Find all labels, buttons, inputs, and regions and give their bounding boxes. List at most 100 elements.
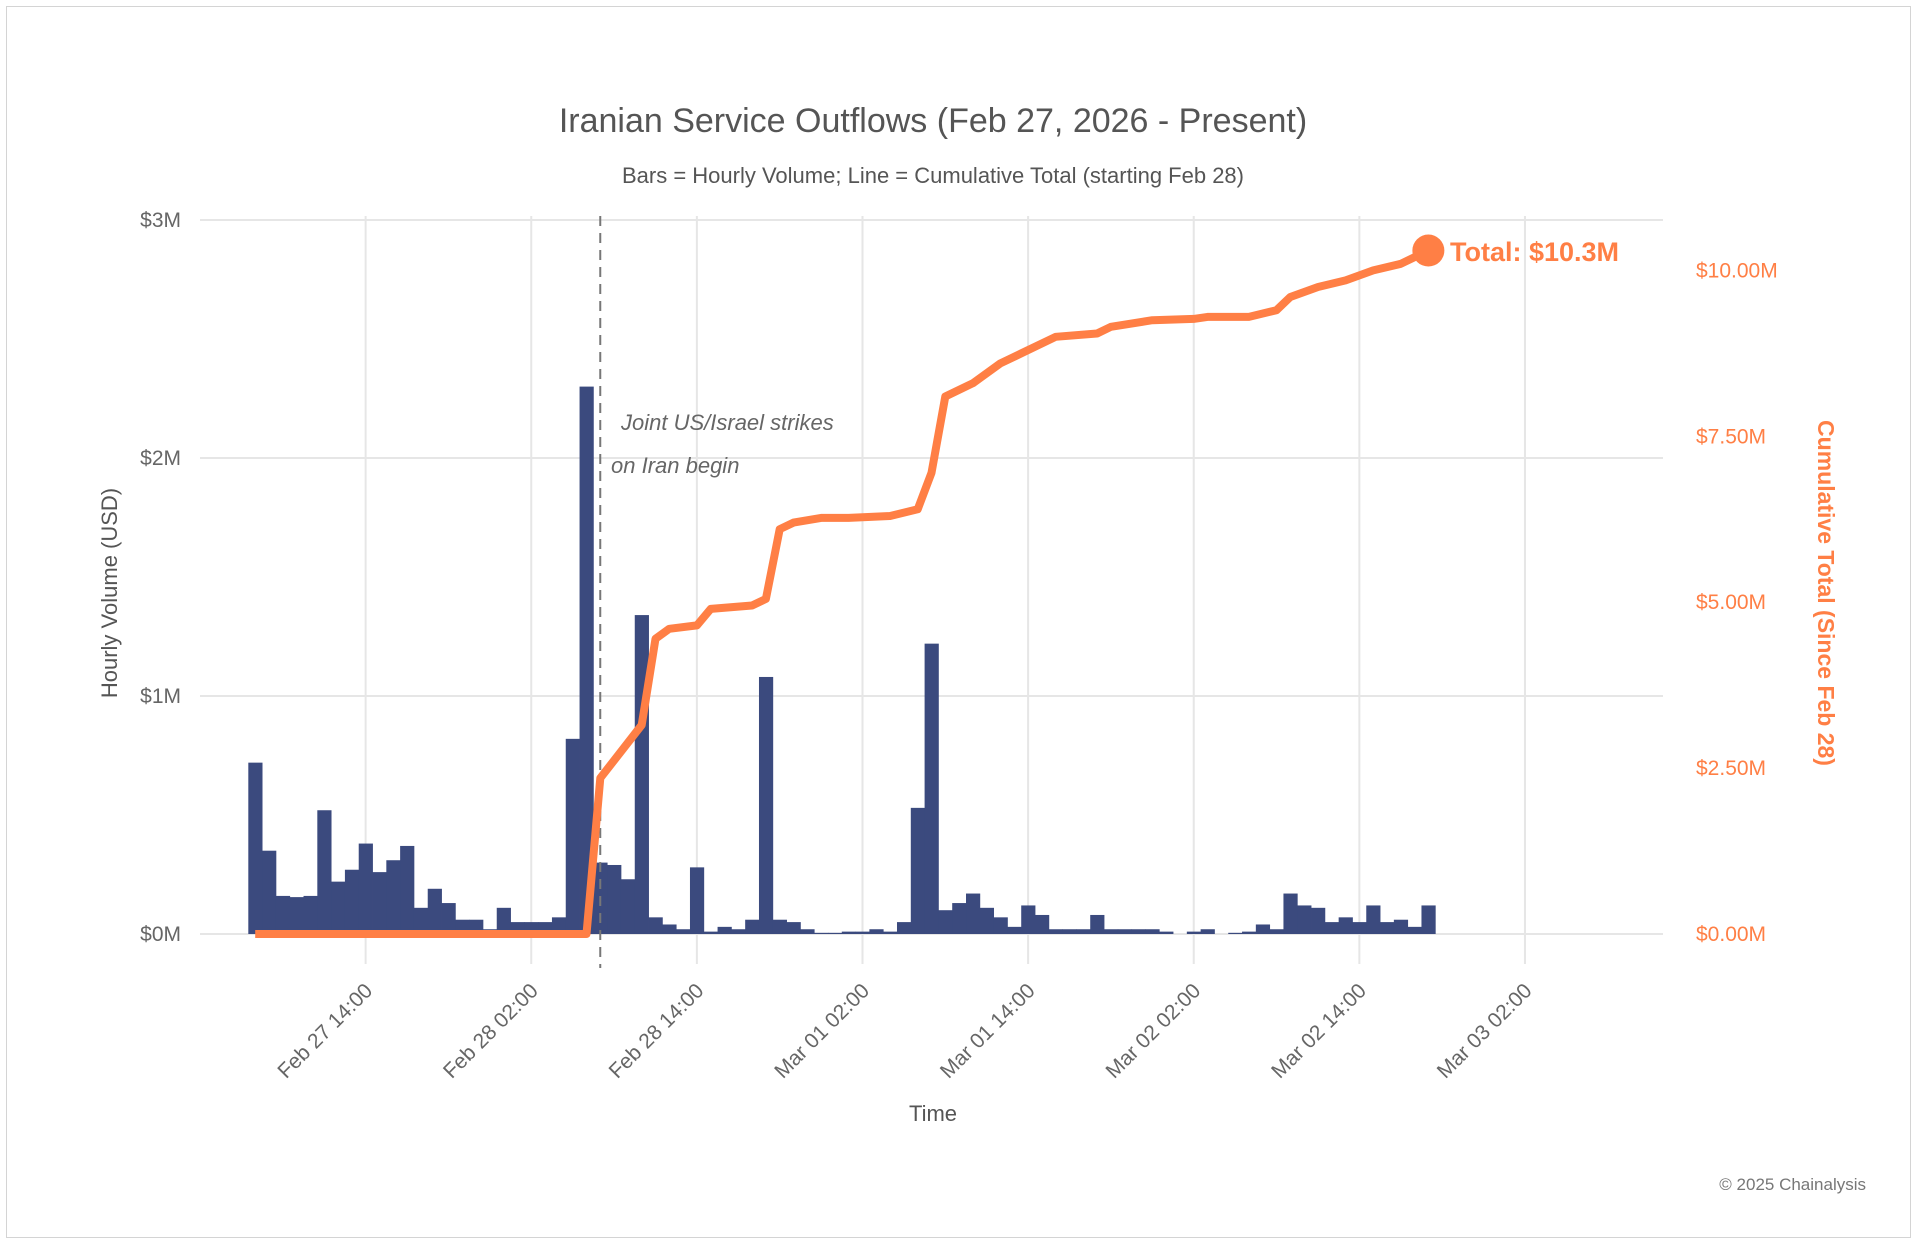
hourly-bar <box>1421 905 1436 934</box>
hourly-bar <box>317 810 332 934</box>
hourly-bar <box>275 895 291 934</box>
x-tick-label: Feb 28 14:00 <box>605 979 709 1083</box>
hourly-bar <box>717 926 732 934</box>
hourly-bar <box>772 919 787 934</box>
hourly-bar <box>662 924 677 934</box>
hourly-bar <box>1297 905 1312 934</box>
hourly-bar <box>386 860 401 934</box>
x-tick-label: Mar 03 02:00 <box>1433 979 1537 1083</box>
hourly-bar <box>510 922 525 934</box>
event-annotation-line2: on Iran begin <box>611 453 739 478</box>
x-tick-label: Mar 01 02:00 <box>770 979 874 1083</box>
chart-subtitle: Bars = Hourly Volume; Line = Cumulative … <box>622 163 1244 188</box>
y2-tick-label: $10.00M <box>1696 259 1778 282</box>
hourly-bar <box>1352 922 1367 934</box>
hourly-bar <box>689 867 705 934</box>
hourly-bar <box>303 895 318 934</box>
hourly-bar <box>869 929 884 934</box>
hourly-bar <box>731 929 746 934</box>
y-tick-label: $2M <box>140 447 181 470</box>
hourly-bar <box>648 917 663 934</box>
hourly-bar <box>1269 929 1284 934</box>
hourly-bar <box>1380 922 1395 934</box>
y-tick-label: $1M <box>140 685 181 708</box>
y2-tick-label: $2.50M <box>1696 757 1766 780</box>
hourly-bar <box>1393 919 1409 934</box>
hourly-bar <box>745 919 760 934</box>
hourly-bar <box>1104 929 1119 934</box>
y-axis-title: Hourly Volume (USD) <box>97 488 122 698</box>
hourly-bar <box>910 807 925 934</box>
x-tick-label: Feb 27 14:00 <box>273 979 377 1083</box>
hourly-bar <box>896 922 912 934</box>
hourly-bar <box>827 932 843 934</box>
y2-tick-label: $7.50M <box>1696 425 1766 448</box>
x-tick-label: Mar 02 02:00 <box>1102 979 1206 1083</box>
axes: $0M $1M $2M $3M $0.00M $2.50M $5.00M $7.50M $10.… <box>140 209 1778 1083</box>
hourly-bar <box>1338 917 1353 934</box>
hourly-bar <box>676 929 691 934</box>
total-label: Total: $10.3M <box>1450 237 1619 267</box>
hourly-bar <box>358 843 373 934</box>
hourly-bar <box>758 676 774 934</box>
hourly-bar <box>1186 931 1202 934</box>
x-tick-label: Mar 01 14:00 <box>936 979 1040 1083</box>
hourly-bar <box>262 850 277 934</box>
hourly-bar <box>1200 929 1215 934</box>
x-tick-label: Mar 02 14:00 <box>1267 979 1371 1083</box>
hourly-bar <box>1035 914 1050 934</box>
hourly-bar <box>1048 929 1064 934</box>
hourly-bar <box>1159 931 1174 934</box>
hourly-bar <box>1090 914 1105 934</box>
y2-tick-label: $0.00M <box>1696 923 1766 946</box>
hourly-bar <box>1062 929 1077 934</box>
hourly-bar <box>551 917 567 934</box>
x-tick-label: Feb 28 02:00 <box>439 979 543 1083</box>
event-annotation-line1: Joint US/Israel strikes <box>620 410 834 435</box>
x-axis-title: Time <box>909 1101 957 1126</box>
chart-frame <box>6 6 1911 1238</box>
y-tick-label: $3M <box>140 209 181 232</box>
hourly-bar <box>979 907 995 934</box>
hourly-bar <box>1117 929 1133 934</box>
hourly-bar <box>248 762 263 934</box>
y2-axis-title: Cumulative Total (Since Feb 28) <box>1813 420 1839 766</box>
cumulative-line-layer <box>255 234 1445 938</box>
hourly-bar <box>952 903 967 934</box>
hourly-bar <box>579 386 594 935</box>
hourly-bar <box>413 907 429 934</box>
cumulative-end-dot <box>1412 234 1445 267</box>
hourly-bar <box>607 864 622 934</box>
hourly-bar <box>1255 924 1271 934</box>
hourly-bar <box>400 845 415 934</box>
hourly-bar <box>538 922 553 934</box>
hourly-bar <box>855 931 870 934</box>
hourly-bars <box>248 386 1436 935</box>
hourly-bar <box>1021 905 1036 934</box>
y2-tick-label: $5.00M <box>1696 591 1766 614</box>
hourly-bar <box>814 932 829 934</box>
hourly-bar <box>1242 931 1257 934</box>
hourly-bar <box>1366 905 1381 934</box>
hourly-bar <box>1145 929 1160 934</box>
hourly-bar <box>524 922 539 934</box>
hourly-bar <box>924 643 939 934</box>
hourly-bar <box>372 872 387 934</box>
hourly-bar <box>344 869 360 934</box>
hourly-bar <box>1407 926 1422 934</box>
hourly-bar <box>1228 932 1243 934</box>
hourly-bar <box>620 879 636 934</box>
hourly-bar <box>1283 893 1298 934</box>
hourly-bar <box>1131 929 1146 934</box>
cumulative-line <box>255 246 1431 938</box>
hourly-bar <box>786 922 801 934</box>
copyright: © 2025 Chainalysis <box>1719 1175 1866 1194</box>
hourly-bar <box>1324 922 1340 934</box>
hourly-bar <box>841 931 856 934</box>
hourly-bar <box>1311 907 1326 934</box>
hourly-bar <box>1007 926 1022 934</box>
hourly-bar <box>634 615 649 934</box>
y-tick-label: $0M <box>140 923 181 946</box>
hourly-bar <box>496 907 511 934</box>
